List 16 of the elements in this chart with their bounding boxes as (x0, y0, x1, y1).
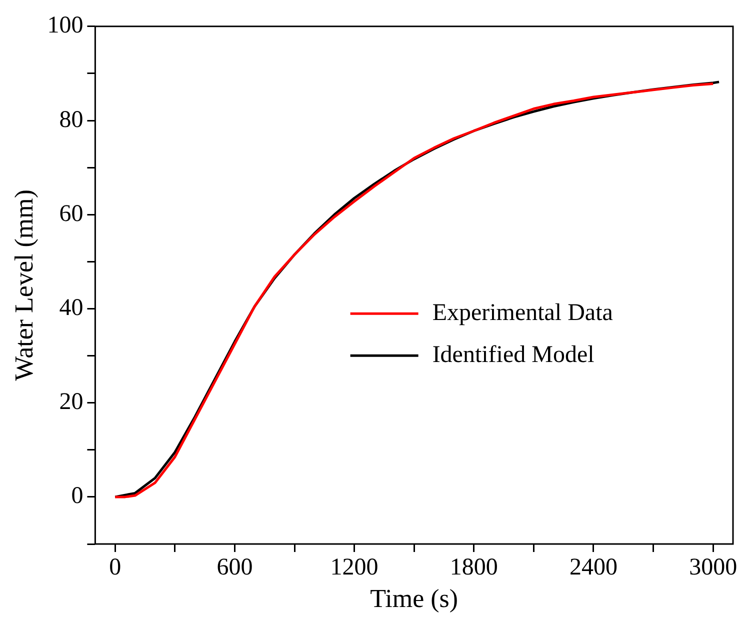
legend-label: Identified Model (432, 342, 595, 368)
x-tick-label: 1800 (450, 554, 498, 581)
x-tick-label: 2400 (569, 554, 618, 581)
x-tick-label: 3000 (689, 554, 738, 581)
y-tick-label: 80 (59, 106, 84, 133)
y-tick-label: 40 (59, 295, 84, 322)
x-tick-label: 600 (216, 554, 253, 581)
x-axis-title: Time (s) (370, 584, 458, 614)
y-tick-label: 100 (47, 12, 84, 39)
y-tick-label: 20 (59, 389, 84, 416)
y-tick-label: 60 (59, 200, 84, 227)
legend-label: Experimental Data (432, 300, 614, 326)
y-axis-title: Water Level (mm) (9, 190, 38, 381)
x-tick-label: 1200 (330, 554, 378, 581)
y-tick-label: 0 (71, 483, 84, 510)
x-tick-label: 0 (109, 554, 122, 581)
